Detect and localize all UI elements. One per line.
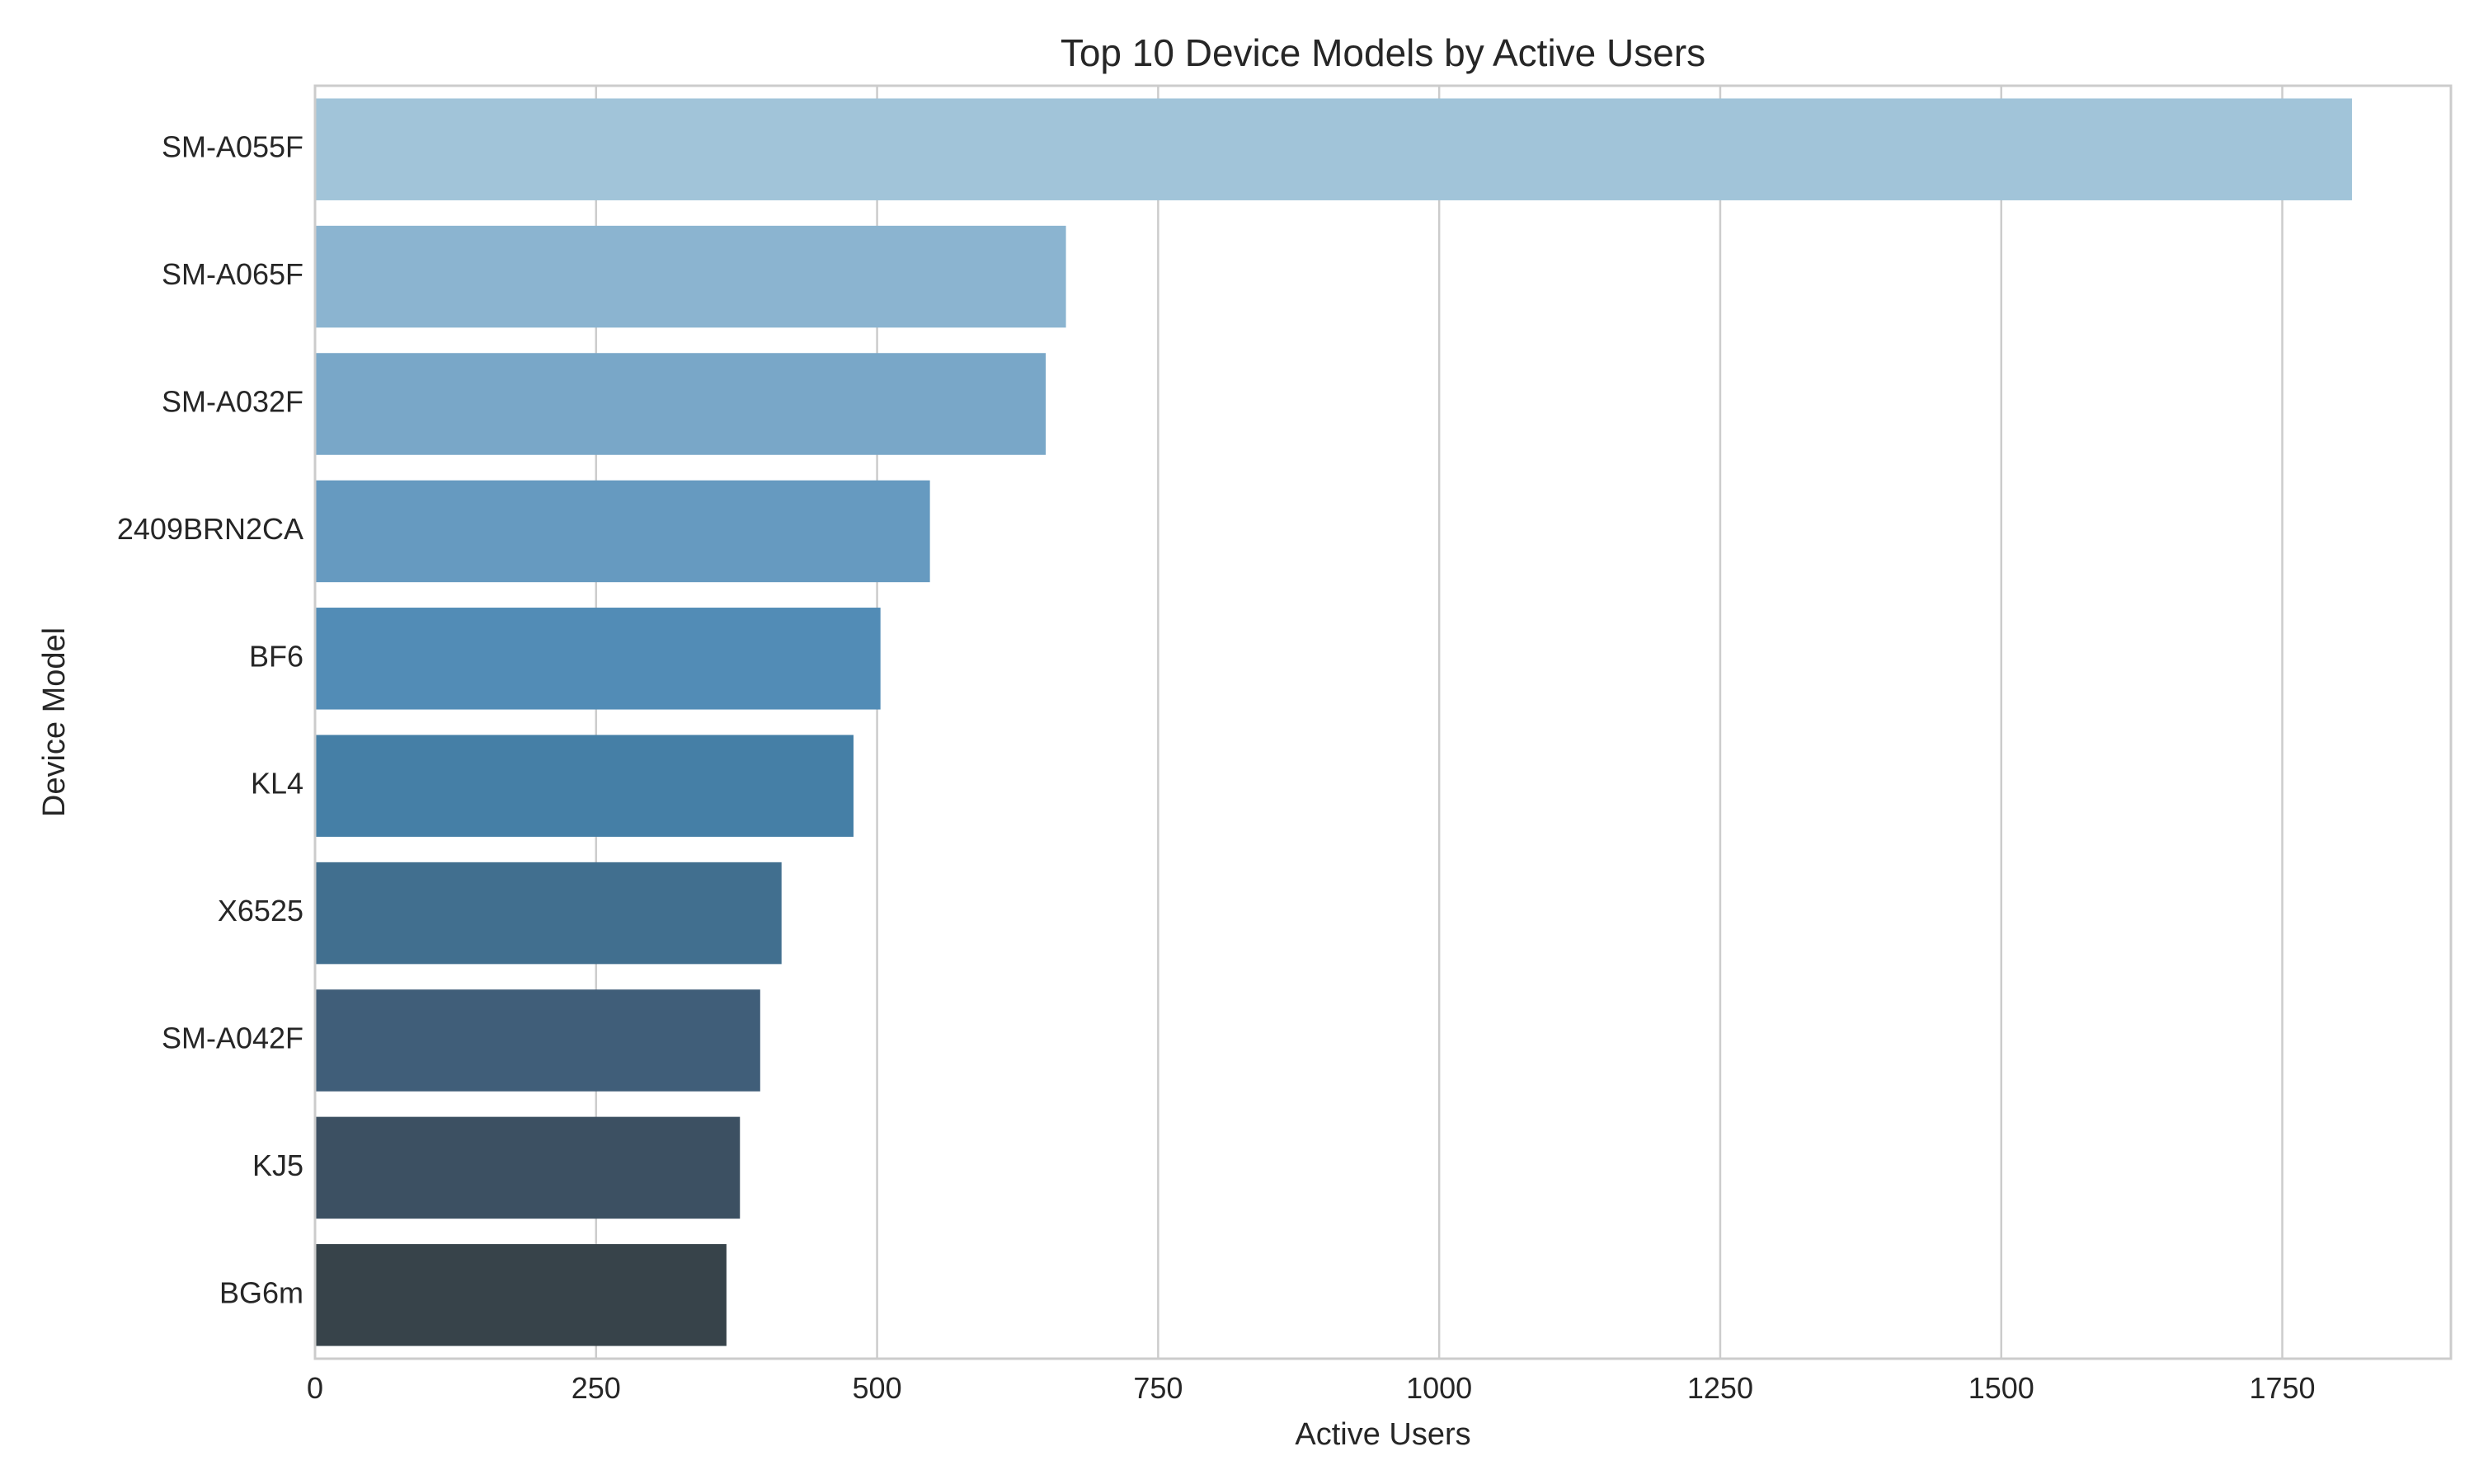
bar-kj5 [315,1116,741,1219]
y-tick-label: BG6m [219,1275,303,1309]
x-tick-label: 750 [1133,1371,1183,1405]
bar-bf6 [315,608,881,710]
bar-sm-a055f [315,98,2353,200]
chart-title: Top 10 Device Models by Active Users [1061,31,1705,74]
x-tick-label: 500 [853,1371,902,1405]
x-axis-label: Active Users [1295,1417,1470,1452]
bar-sm-a042f [315,989,760,1092]
x-tick-label: 250 [571,1371,621,1405]
y-tick-label: SM-A042F [162,1021,303,1055]
plot-frame [313,84,2453,1360]
y-tick-label: SM-A065F [162,257,303,291]
x-tick-label: 1500 [1968,1371,2034,1405]
y-axis-label: Device Model [37,627,72,817]
x-tick-label: 1250 [1687,1371,1753,1405]
bar-x6525 [315,862,782,965]
bars [315,98,2353,1346]
y-tick-label: X6525 [218,894,303,928]
bar-kl4 [315,735,854,837]
y-tick-label: KJ5 [252,1148,303,1182]
y-tick-label: BF6 [249,639,303,673]
bar-bg6m [315,1244,727,1346]
tick-labels: 0 250 500 750 1000 1250 1500 1750 SM-A055F SM-A06… [117,130,2316,1405]
bar-2409brn2ca [315,480,930,583]
y-tick-label: 2409BRN2CA [117,512,303,546]
y-tick-label: SM-A032F [162,385,303,419]
y-tick-label: SM-A055F [162,130,303,164]
y-tick-label: KL4 [251,767,303,801]
x-tick-label: 1000 [1406,1371,1472,1405]
x-tick-label: 1750 [2249,1371,2315,1405]
x-tick-label: 0 [307,1371,323,1405]
bar-sm-a032f [315,353,1047,455]
bar-sm-a065f [315,225,1066,328]
